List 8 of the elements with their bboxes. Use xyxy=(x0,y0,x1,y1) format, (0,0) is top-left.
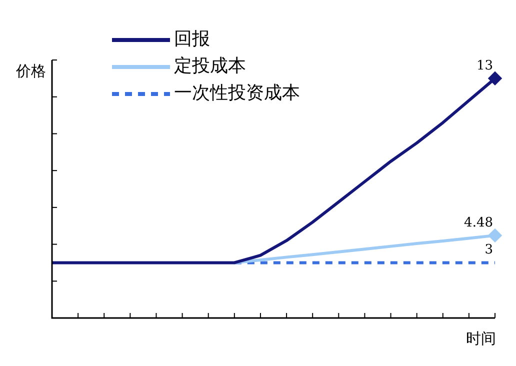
legend-label: 定投成本 xyxy=(174,56,246,77)
x-axis-title: 时间 xyxy=(466,329,496,348)
legend-label: 回报 xyxy=(174,28,210,50)
data-label: 4.48 xyxy=(464,215,493,230)
y-axis-title: 价格 xyxy=(15,62,46,80)
data-label: 13 xyxy=(476,58,493,74)
data-label: 3 xyxy=(484,242,493,258)
legend-label: 一次性投资成本 xyxy=(174,82,300,104)
